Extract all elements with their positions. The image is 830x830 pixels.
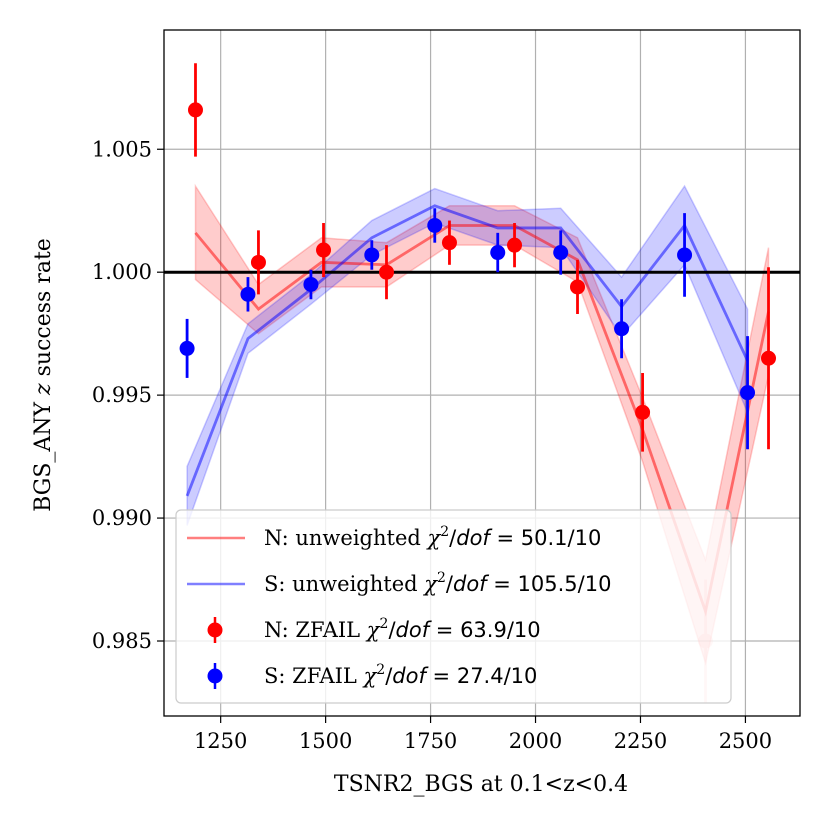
marker-s-zfail [614,321,630,337]
point-n-zfail [761,267,777,450]
legend-frame [175,509,732,704]
legend-label-n-unweighted: N: unweighted χ2/dof = 50.1/10 [264,524,601,550]
marker-s-zfail [240,286,256,302]
marker-n-zfail [570,279,586,295]
legend-swatch-n-zfail-marker [207,622,223,638]
marker-n-zfail [761,350,777,366]
marker-s-zfail [677,247,693,263]
marker-n-zfail [507,237,523,253]
legend: N: unweighted χ2/dof = 50.1/10 S: unweig… [175,509,732,704]
marker-s-zfail [490,245,506,261]
point-n-zfail [378,245,394,300]
point-s-zfail [614,299,630,359]
point-s-zfail [490,232,506,273]
point-s-zfail [240,277,256,312]
x-tick-label: 2250 [614,729,667,753]
legend-label-n-zfail: N: ZFAIL χ2/dof = 63.9/10 [264,616,541,642]
y-tick-label: 0.995 [92,383,152,407]
plot-frame [163,29,801,717]
ticks-layer: 1250 1500 1750 2000 2250 2500 0.985 0.990 0.995 1… [92,137,772,753]
marker-n-zfail [441,235,457,251]
point-n-zfail [635,373,651,452]
point-s-zfail [427,208,443,243]
marker-s-zfail [553,245,569,261]
y-tick-label: 1.005 [92,137,152,161]
point-n-zfail [250,230,266,295]
marker-n-zfail [250,254,266,270]
marker-s-zfail [179,340,195,356]
x-tick-label: 2500 [719,729,772,753]
marker-n-zfail [187,102,203,118]
y-tick-label: 1.000 [92,260,152,284]
point-s-zfail [677,213,693,297]
line-s-unweighted [185,204,749,497]
x-tick-label: 1750 [404,729,457,753]
marker-s-zfail [364,247,380,263]
point-s-zfail [364,240,380,270]
point-n-zfail [316,223,332,278]
legend-label-s-unweighted: S: unweighted χ2/dof = 105.5/10 [264,570,611,596]
marker-s-zfail [740,385,756,401]
point-s-zfail [740,336,756,450]
x-tick-label: 2000 [509,729,562,753]
y-axis-label: BGS_ANY z success rate [31,238,56,512]
point-s-zfail [553,230,569,275]
y-tick-label: 0.990 [92,506,152,530]
y-axis-label-italic: z [31,383,56,396]
marker-s-zfail [427,217,443,233]
y-axis-label-part-1: BGS_ANY [31,395,56,512]
point-n-zfail [441,220,457,265]
x-tick-label: 1500 [299,729,352,753]
marker-n-zfail [378,264,394,280]
y-tick-label: 0.985 [92,629,152,653]
x-axis-label: TSNR2_BGS at 0.1<z<0.4 [334,772,628,797]
point-n-zfail [570,259,586,314]
point-s-zfail [179,318,195,378]
marker-s-zfail [303,276,319,292]
y-axis-label-part-2: success rate [31,238,56,383]
marker-n-zfail [635,404,651,420]
marker-n-zfail [316,242,332,258]
point-s-zfail [303,269,319,300]
point-n-zfail [187,63,203,157]
point-n-zfail [507,223,523,268]
legend-label-s-zfail: S: ZFAIL χ2/dof = 27.4/10 [264,662,537,688]
legend-swatch-s-zfail-marker [207,668,223,684]
x-tick-label: 1250 [194,729,247,753]
